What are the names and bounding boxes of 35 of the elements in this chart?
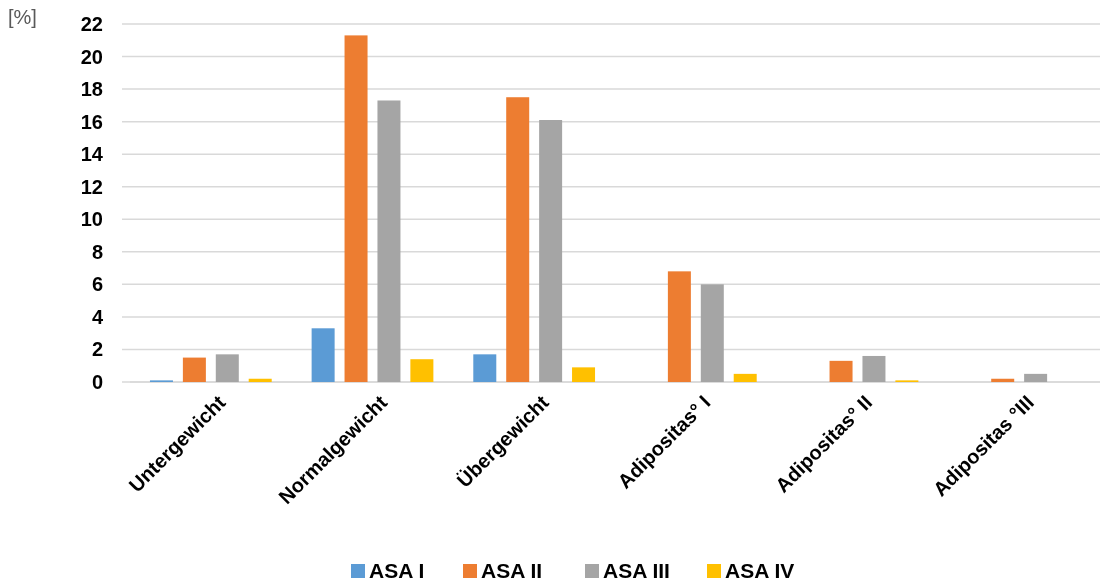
- y-tick-label: 18: [80, 78, 103, 101]
- bar: [829, 360, 853, 382]
- y-tick-label: 0: [91, 371, 103, 393]
- y-tick-label: 2: [91, 338, 103, 361]
- bar: [667, 271, 691, 382]
- bar: [572, 367, 596, 382]
- legend-label: ASA III: [603, 559, 670, 582]
- y-tick-label: 22: [80, 13, 103, 35]
- bar: [506, 97, 530, 382]
- bar: [182, 357, 206, 382]
- bar: [311, 328, 335, 382]
- bar: [733, 373, 757, 382]
- bar: [1024, 373, 1048, 382]
- bar: [344, 35, 368, 382]
- y-tick-label: 16: [80, 110, 103, 133]
- bar: [700, 284, 724, 382]
- bar: [539, 120, 563, 382]
- legend-label: ASA II: [481, 559, 543, 582]
- bar: [377, 100, 401, 382]
- y-tick-label: 14: [80, 143, 104, 166]
- y-tick-label: 8: [91, 240, 103, 263]
- y-tick-label: 6: [91, 273, 103, 296]
- y-tick-label: 12: [80, 175, 103, 198]
- legend-label: ASA I: [369, 559, 425, 582]
- bar: [991, 378, 1015, 382]
- bar: [473, 354, 497, 382]
- bar: [410, 359, 434, 382]
- y-tick-label: 10: [80, 208, 103, 231]
- y-tick-label: 20: [80, 45, 103, 68]
- bar: [248, 378, 272, 382]
- y-axis-title: [%]: [8, 6, 37, 28]
- y-tick-label: 4: [91, 305, 104, 328]
- bar: [862, 355, 886, 382]
- legend-label: ASA IV: [725, 559, 795, 582]
- bar: [215, 354, 239, 382]
